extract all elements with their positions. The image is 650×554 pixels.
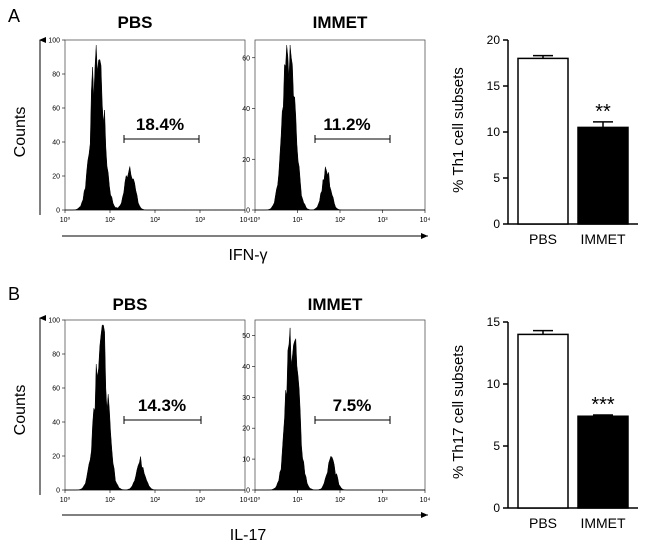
histogram-x-ticks: 10⁰ 10¹ 10² 10³ 10⁴ [60,210,251,224]
histogram-distribution [255,45,425,211]
y-tick-label: 60 [242,55,250,62]
bar [517,333,569,509]
x-tick-label: 10⁴ [420,497,431,504]
histogram-distribution [65,45,245,211]
x-tick-label: 10⁰ [60,496,71,504]
histogram-title: PBS [118,13,153,32]
category-label: PBS [529,231,557,247]
y-tick-label: 80 [52,352,60,359]
histogram-y-ticks: 0 20 40 60 80 100 [48,318,65,495]
histogram-x-ticks: 10⁰ 10¹ 10² 10³ 10⁴ [250,210,431,224]
x-tick-label: 10³ [195,497,206,504]
y-tick-label: 10 [487,377,501,391]
x-tick-label: 10² [335,497,346,504]
y-tick-label: 20 [487,33,501,47]
y-tick-label: 0 [493,217,500,231]
y-tick-label: 20 [242,426,250,433]
y-tick-label: 20 [52,174,60,181]
y-tick-label: 0 [493,501,500,515]
histogram-distribution [255,327,425,491]
bar [577,126,629,225]
y-tick-label: 60 [52,106,60,113]
x-tick-label: 10⁴ [240,497,251,504]
x-tick-label: 10¹ [105,497,116,504]
histogram-y-ticks: 0 10 20 30 40 50 [242,333,255,495]
histogram-x-ticks: 10⁰ 10¹ 10² 10³ 10⁴ [250,490,431,504]
bar-chart-th17: % Th17 cell subsets 0 5 10 15 PBS IMMET *** [450,315,638,531]
x-tick-label: 10¹ [292,217,303,224]
x-tick-label: 10² [335,217,346,224]
y-tick-label: 60 [52,386,60,393]
bar-chart-ylabel: % Th1 cell subsets [450,67,467,193]
histogram-x-ticks: 10⁰ 10¹ 10² 10³ 10⁴ [60,490,251,504]
y-tick-label: 50 [242,333,250,340]
y-tick-label: 20 [242,157,250,164]
significance-marker: *** [591,394,615,416]
x-tick-label: 10⁴ [240,217,251,224]
gate-percentage: 11.2% [323,115,370,134]
x-tick-label: 10³ [377,497,388,504]
counts-label-b: Counts [12,385,29,436]
y-tick-label: 40 [242,364,250,371]
y-tick-label: 20 [52,454,60,461]
histogram-b-immet: IMMET 0 10 20 30 40 50 10⁰ 10¹ 10² 10³ 10⁴ 7.5% [242,295,430,504]
counts-label-a: Counts [12,107,29,158]
x-tick-label: 10⁰ [250,496,261,504]
y-tick-label: 15 [487,79,501,93]
bar-chart-th1: % Th1 cell subsets 0 5 10 15 20 PBS IMMET ** [450,33,638,247]
panel-letter-a: A [8,6,20,26]
y-tick-label: 5 [493,171,500,185]
category-label: PBS [529,515,557,531]
bar-chart-ylabel: % Th17 cell subsets [450,345,467,479]
y-tick-label: 40 [52,140,60,147]
x-tick-label: 10¹ [292,497,303,504]
y-tick-label: 100 [48,38,60,45]
marker-label-b: IL-17 [230,527,267,544]
x-tick-label: 10⁴ [420,217,431,224]
y-tick-label: 40 [52,420,60,427]
category-label: IMMET [580,231,626,247]
y-tick-label: 40 [242,106,250,113]
y-tick-label: 0 [246,208,250,215]
bar [577,415,629,509]
bar [517,57,569,225]
significance-marker: ** [595,101,611,123]
y-tick-label: 10 [242,457,250,464]
category-label: IMMET [580,515,626,531]
marker-label-a: IFN-γ [228,247,267,264]
y-tick-label: 30 [242,395,250,402]
histogram-a-pbs: PBS 0 20 40 60 80 100 10⁰ 10¹ 10² 10³ 10⁴ 18.4% [48,13,250,224]
y-tick-label: 15 [487,315,501,329]
histogram-title: PBS [113,295,148,314]
histogram-distribution [65,324,245,491]
histogram-title: IMMET [308,295,363,314]
gate-percentage: 7.5% [333,396,372,415]
x-tick-label: 10⁰ [250,216,261,224]
x-tick-label: 10⁰ [60,216,71,224]
x-tick-label: 10¹ [105,217,116,224]
gate-percentage: 14.3% [138,396,186,415]
y-tick-label: 5 [493,439,500,453]
x-tick-label: 10³ [377,217,388,224]
y-tick-label: 0 [56,208,60,215]
gate-percentage: 18.4% [136,115,184,134]
histogram-y-ticks: 0 20 40 60 [242,55,255,215]
y-tick-label: 0 [56,488,60,495]
y-tick-label: 10 [487,125,501,139]
y-tick-label: 80 [52,72,60,79]
y-tick-label: 0 [246,488,250,495]
histogram-title: IMMET [313,13,368,32]
histogram-a-immet: IMMET 0 20 40 60 10⁰ 10¹ 10² 10³ 10⁴ 11.2% [242,13,430,224]
histogram-y-ticks: 0 20 40 60 80 100 [48,38,65,215]
x-tick-label: 10² [150,497,161,504]
panel-letter-b: B [8,284,20,304]
y-tick-label: 100 [48,318,60,325]
x-tick-label: 10³ [195,217,206,224]
x-tick-label: 10² [150,217,161,224]
